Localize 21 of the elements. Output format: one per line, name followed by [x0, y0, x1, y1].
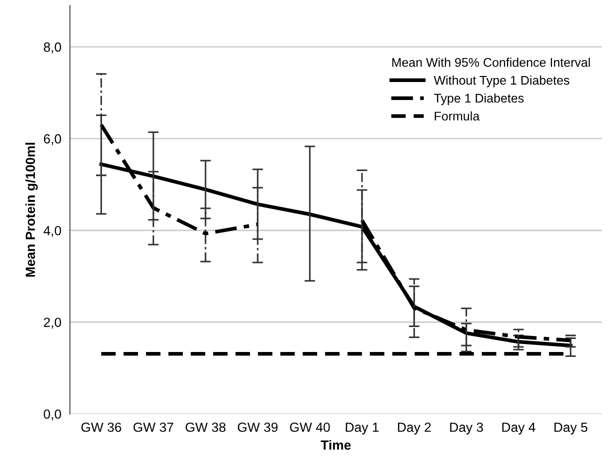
y-axis-title: Mean Protein g/100ml — [25, 142, 38, 277]
x-tick-label: GW 40 — [290, 422, 330, 432]
x-tick-label: Day 1 — [346, 422, 379, 435]
x-tick-label: GW 39 — [238, 422, 278, 432]
x-tick-label: GW 37 — [134, 422, 174, 432]
legend-label: Type 1 Diabetes — [434, 93, 524, 106]
x-tick-label: Day 3 — [450, 422, 483, 435]
x-tick-label: Day 5 — [554, 422, 588, 435]
x-tick-label: GW 38 — [186, 422, 226, 432]
y-tick-label: 6,0 — [44, 134, 62, 146]
y-tick-label: 0,0 — [44, 409, 62, 420]
legend-label: Formula — [434, 111, 480, 121]
x-tick-label: GW 36 — [81, 422, 122, 432]
y-tick-label: 8,0 — [44, 42, 62, 54]
legend-title: Mean With 95% Confidence Interval — [392, 58, 590, 67]
x-tick-label: Day 2 — [398, 422, 431, 435]
y-tick-label: 2,0 — [44, 318, 62, 329]
x-axis-title: Time — [320, 440, 351, 450]
legend-label: Without Type 1 Diabetes — [434, 76, 570, 88]
x-tick-label: Day 4 — [502, 422, 536, 435]
y-tick-label: 4,0 — [44, 226, 62, 237]
